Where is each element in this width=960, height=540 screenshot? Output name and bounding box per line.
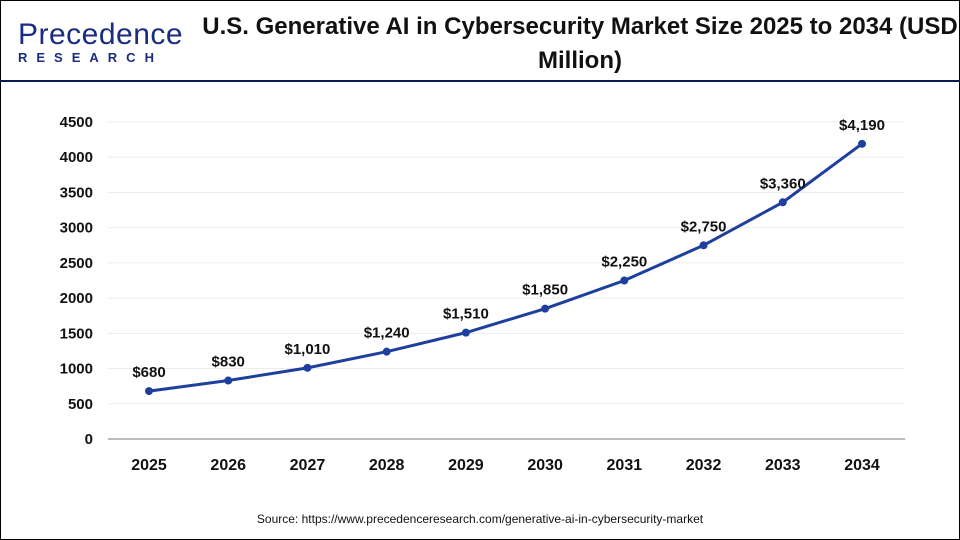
x-tick-label: 2034 — [844, 457, 880, 474]
x-tick-label: 2027 — [290, 457, 326, 474]
series-line — [148, 142, 863, 393]
x-tick-label: 2030 — [527, 457, 563, 474]
y-tick-label: 3000 — [60, 220, 93, 237]
data-label: $830 — [212, 354, 245, 371]
x-tick-label: 2026 — [210, 457, 246, 474]
x-tick-label: 2029 — [448, 457, 484, 474]
y-tick-label: 2000 — [60, 290, 93, 307]
data-point — [145, 387, 153, 396]
data-point — [620, 276, 629, 285]
x-tick-label: 2032 — [686, 457, 722, 474]
logo: Precedence RESEARCH — [18, 18, 184, 66]
data-point — [224, 376, 233, 385]
logo-line2: RESEARCH — [18, 50, 163, 65]
y-tick-label: 0 — [85, 431, 93, 448]
y-tick-label: 1500 — [60, 325, 93, 342]
data-point — [778, 198, 787, 207]
data-point — [461, 328, 470, 337]
data-label: $1,850 — [522, 282, 568, 299]
x-tick-label: 2031 — [607, 457, 643, 474]
x-tick-label: 2033 — [765, 457, 801, 474]
x-tick-label: 2028 — [369, 457, 405, 474]
data-point — [699, 241, 708, 250]
data-point — [382, 347, 391, 356]
y-tick-label: 3500 — [60, 184, 93, 201]
data-point — [858, 139, 866, 148]
y-tick-label: 4000 — [60, 149, 93, 166]
data-label: $3,360 — [760, 175, 806, 192]
source-text: Source: https://www.precedenceresearch.c… — [256, 512, 704, 526]
y-tick-label: 1000 — [60, 361, 93, 378]
data-label: $680 — [132, 364, 165, 381]
title-divider — [0, 80, 960, 82]
chart-title: U.S. Generative AI in Cybersecurity Mark… — [202, 13, 958, 74]
y-tick-label: 500 — [68, 396, 93, 413]
logo-line1: Precedence — [18, 18, 184, 51]
data-label: $1,010 — [284, 341, 330, 358]
data-label: $1,240 — [364, 325, 410, 342]
x-tick-label: 2025 — [131, 457, 167, 474]
y-tick-label: 4500 — [60, 114, 93, 131]
data-label: $2,750 — [681, 218, 727, 235]
data-label: $4,190 — [839, 117, 885, 134]
data-label: $2,250 — [601, 254, 647, 271]
y-tick-label: 2500 — [60, 255, 93, 272]
data-point — [541, 304, 550, 313]
data-label: $1,510 — [443, 306, 489, 323]
data-point — [303, 363, 312, 372]
